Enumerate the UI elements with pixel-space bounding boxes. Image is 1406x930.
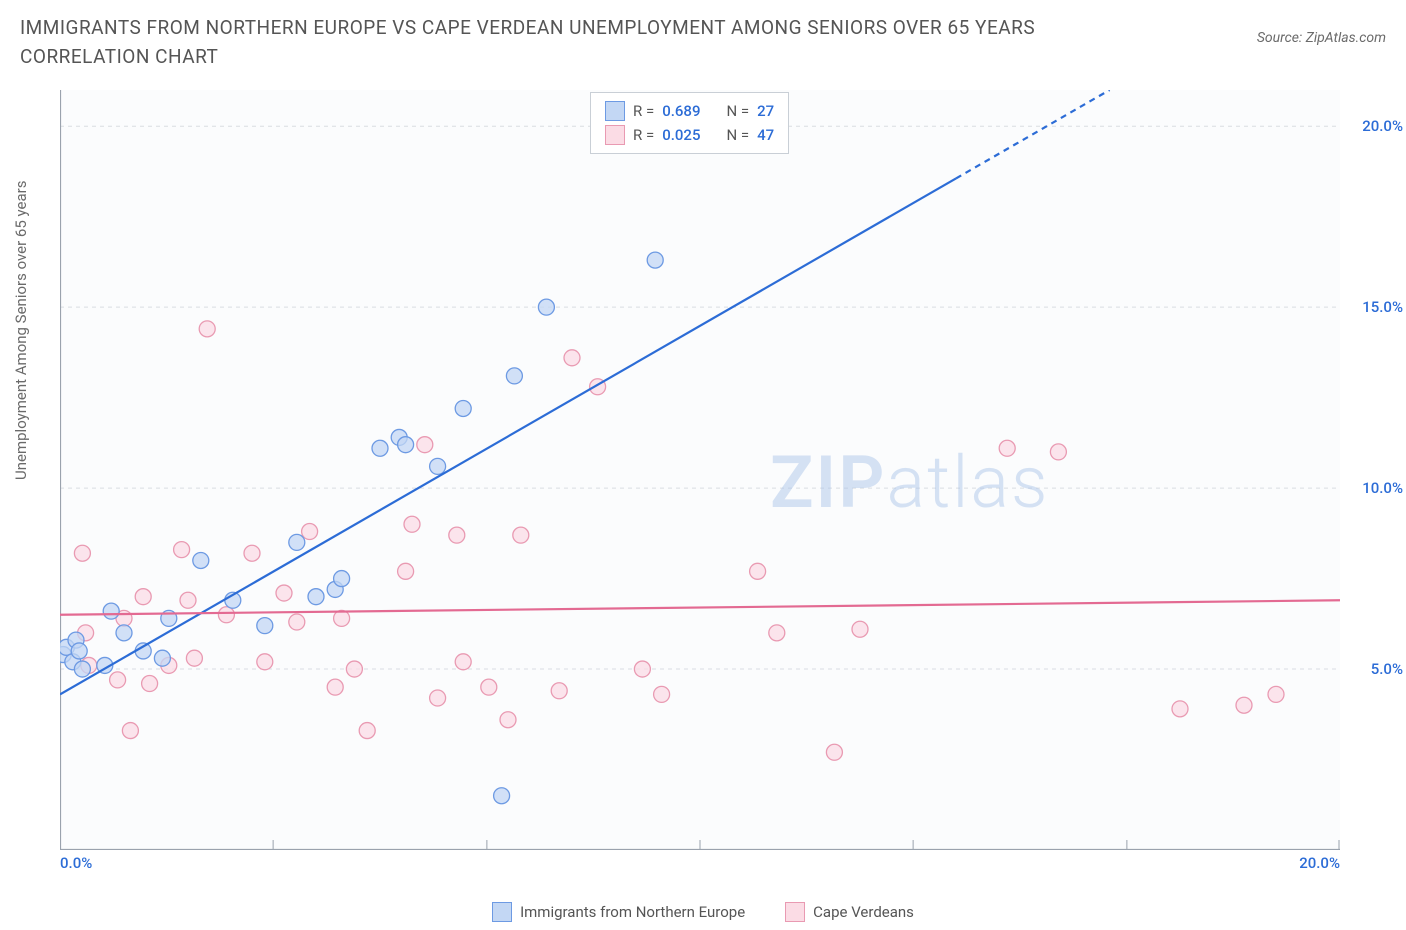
legend-series-item: Immigrants from Northern Europe: [492, 902, 745, 922]
y-tick-label: 5.0%: [1371, 660, 1403, 678]
legend-stats-row: R = 0.025N = 47: [605, 123, 774, 147]
legend-series-item: Cape Verdeans: [785, 902, 914, 922]
legend-stats: R = 0.689N = 27R = 0.025N = 47: [590, 92, 789, 154]
legend-series: Immigrants from Northern Europe Cape Verd…: [0, 902, 1406, 922]
y-tick-label: 10.0%: [1362, 479, 1403, 497]
y-tick-label: 20.0%: [1362, 117, 1403, 135]
x-tick-max: 20.0%: [1299, 854, 1340, 872]
y-axis-labels: 5.0% 10.0% 15.0% 20.0%: [1348, 90, 1403, 850]
plot-area: [60, 90, 1340, 850]
chart-title: IMMIGRANTS FROM NORTHERN EUROPE VS CAPE …: [20, 14, 1120, 71]
source-label: Source: ZipAtlas.com: [1257, 30, 1386, 46]
y-axis-label: Unemployment Among Seniors over 65 years: [12, 181, 30, 480]
x-tick-min: 0.0%: [60, 854, 92, 872]
y-tick-label: 15.0%: [1362, 298, 1403, 316]
x-axis-labels: 0.0% 20.0%: [60, 854, 1340, 872]
legend-stats-row: R = 0.689N = 27: [605, 99, 774, 123]
